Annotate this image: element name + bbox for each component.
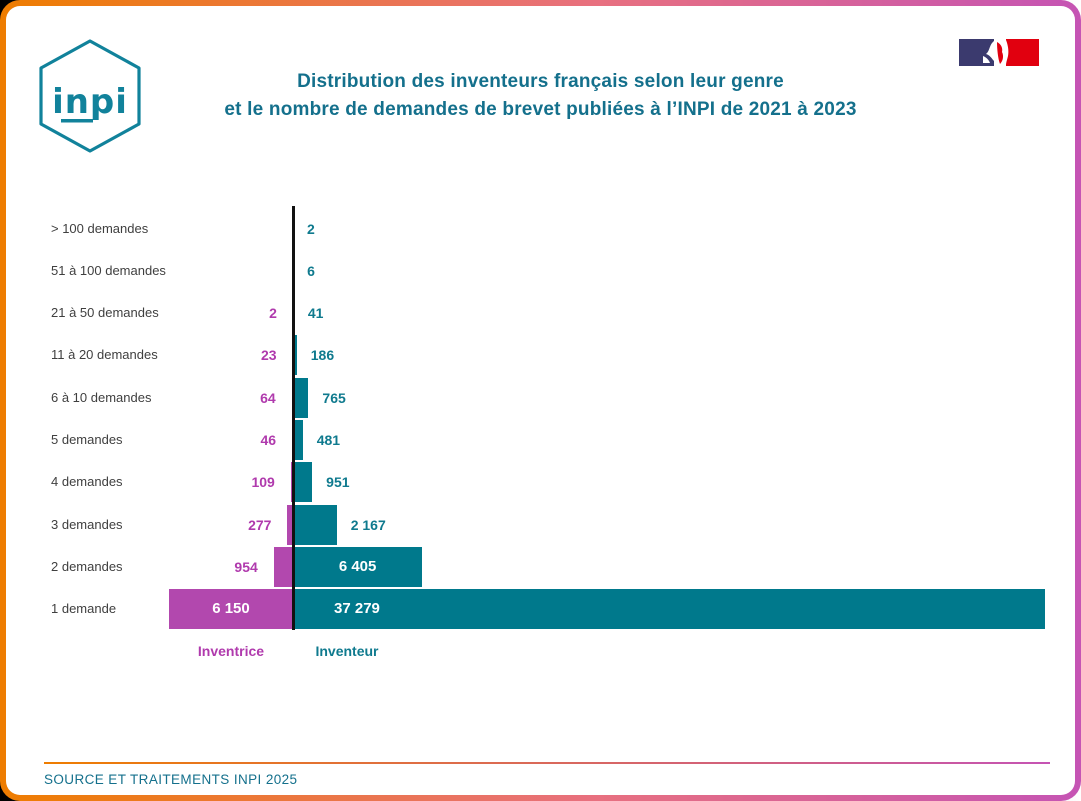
legend-inventrice: Inventrice bbox=[197, 643, 265, 659]
diverging-bar-chart: > 100 demandes 2 51 à 100 demandes 6 21 à 50… bbox=[6, 6, 1075, 795]
inventeur-bar bbox=[293, 589, 1045, 630]
inventrice-bar bbox=[273, 546, 293, 587]
inventrice-value: 6 150 bbox=[212, 600, 250, 618]
inpi-logo: inpi bbox=[39, 39, 141, 153]
inventeur-value: 37 279 bbox=[334, 600, 380, 618]
chart-title-line1: Distribution des inventeurs français sel… bbox=[297, 71, 784, 92]
inventeur-value: 481 bbox=[316, 432, 341, 448]
inventrice-value: 954 bbox=[234, 558, 258, 575]
infographic-card: inpi Distribution des inventeurs françai… bbox=[6, 6, 1075, 795]
inventrice-value: 2 bbox=[269, 305, 277, 322]
inventeur-value: 2 bbox=[307, 220, 315, 237]
inventeur-value: 6 bbox=[307, 262, 315, 279]
category-label: > 100 demandes bbox=[51, 220, 149, 236]
inventrice-value: 109 bbox=[251, 474, 275, 491]
inventrice-value: 277 bbox=[248, 516, 272, 533]
category-label: 2 demandes bbox=[51, 558, 123, 574]
chart-title: Distribution des inventeurs français sel… bbox=[6, 68, 1075, 124]
inventrice-value: 64 bbox=[260, 389, 276, 406]
inventeur-value: 951 bbox=[326, 474, 350, 491]
inventeur-value: 186 bbox=[310, 347, 335, 364]
inventrice-bar bbox=[287, 504, 293, 545]
source-caption: SOURCE ET TRAITEMENTS INPI 2025 bbox=[44, 772, 298, 787]
category-label: 4 demandes bbox=[51, 474, 123, 490]
category-label: 3 demandes bbox=[51, 516, 123, 532]
category-label: 6 à 10 demandes bbox=[51, 389, 152, 405]
category-label: 51 à 100 demandes bbox=[51, 262, 166, 278]
inventeur-value: 765 bbox=[322, 389, 346, 406]
inventeur-bar bbox=[293, 462, 313, 503]
inventrice-bar bbox=[168, 589, 293, 630]
inventeur-bar bbox=[293, 504, 337, 545]
inventeur-bar bbox=[293, 546, 423, 587]
category-label: 21 à 50 demandes bbox=[51, 305, 159, 321]
chart-title-line2: et le nombre de demandes de brevet publi… bbox=[224, 99, 857, 120]
inventeur-bar bbox=[293, 335, 297, 376]
inventeur-bar bbox=[293, 420, 303, 460]
category-label: 11 à 20 demandes bbox=[51, 347, 158, 363]
category-label: 1 demande bbox=[51, 601, 117, 617]
french-republic-flag-icon bbox=[959, 39, 1039, 66]
svg-text:inpi: inpi bbox=[52, 82, 128, 122]
inventeur-value: 6 405 bbox=[338, 557, 377, 575]
inventeur-value: 2 167 bbox=[350, 516, 386, 533]
central-axis-line bbox=[291, 206, 295, 631]
inventrice-value: 46 bbox=[260, 432, 277, 448]
inventeur-bar bbox=[293, 377, 309, 418]
inventeur-value: 41 bbox=[307, 305, 324, 322]
inventrice-value: 23 bbox=[260, 347, 277, 364]
legend-inventeur: Inventeur bbox=[315, 643, 379, 659]
footer-divider bbox=[44, 762, 1050, 764]
category-label: 5 demandes bbox=[51, 432, 123, 447]
